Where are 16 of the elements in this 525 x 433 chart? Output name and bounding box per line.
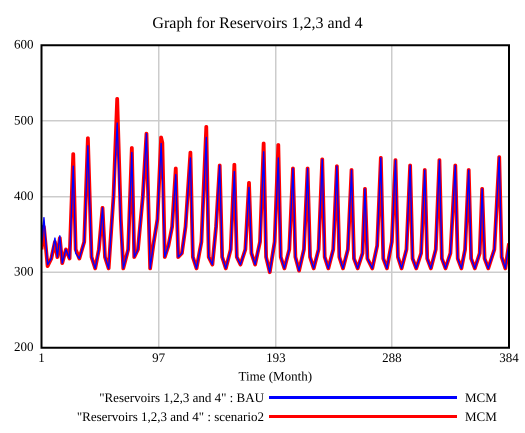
y-tick-label: 300 (14, 264, 34, 279)
chart-title: Graph for Reservoirs 1,2,3 and 4 (152, 14, 363, 32)
x-tick-label: 193 (266, 350, 286, 366)
x-tick-label: 384 (499, 350, 520, 366)
y-tick-label: 600 (14, 36, 34, 52)
x-axis-title: Time (Month) (238, 368, 312, 384)
y-tick-label: 500 (14, 112, 34, 128)
x-tick-label: 288 (382, 350, 402, 366)
text: MCM (464, 390, 498, 406)
text: MCM (464, 408, 498, 424)
x-tick-label: 1 (38, 350, 45, 366)
y-tick-label: 400 (14, 188, 34, 203)
x-tick-label: 97 (152, 350, 166, 366)
legend-label: "Reservoirs 1,2,3 and 4" : scenario2 (76, 408, 264, 424)
y-tick-label: 200 (14, 339, 34, 354)
legend-label: "Reservoirs 1,2,3 and 4" : BAU (98, 390, 264, 406)
